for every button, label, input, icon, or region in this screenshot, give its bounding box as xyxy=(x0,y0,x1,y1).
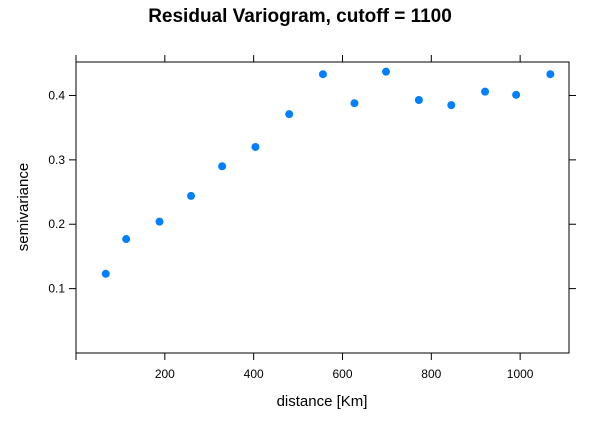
data-point xyxy=(155,217,164,226)
y-tick-label: 0.4 xyxy=(48,88,65,102)
y-axis: 0.1 0.2 0.3 0.4 xyxy=(48,88,576,296)
data-point xyxy=(481,87,490,96)
data-point xyxy=(512,90,521,99)
data-point xyxy=(318,70,327,79)
data-point xyxy=(447,101,456,110)
data-point xyxy=(285,110,294,119)
data-point xyxy=(382,67,391,76)
y-tick-label: 0.3 xyxy=(48,153,65,167)
data-point xyxy=(251,142,260,151)
data-points xyxy=(101,67,555,278)
x-tick-label: 400 xyxy=(244,367,264,381)
data-point xyxy=(546,70,555,79)
x-tick-label: 600 xyxy=(332,367,352,381)
data-point xyxy=(414,95,423,104)
plot-frame xyxy=(75,61,570,354)
x-tick-label: 200 xyxy=(155,367,175,381)
y-axis-label: semivariance xyxy=(15,163,32,251)
x-axis: 200 400 600 800 1000 xyxy=(75,55,534,381)
data-point xyxy=(218,162,227,171)
y-tick-label: 0.2 xyxy=(48,217,65,231)
x-tick-label: 800 xyxy=(421,367,441,381)
data-point xyxy=(122,235,131,244)
chart-title: Residual Variogram, cutoff = 1100 xyxy=(148,6,452,27)
x-tick-label: 1000 xyxy=(507,367,534,381)
y-tick-label: 0.1 xyxy=(48,282,65,296)
x-axis-label: distance [Km] xyxy=(277,393,368,410)
data-point xyxy=(187,191,196,200)
data-point xyxy=(350,99,359,108)
data-point xyxy=(101,269,110,278)
